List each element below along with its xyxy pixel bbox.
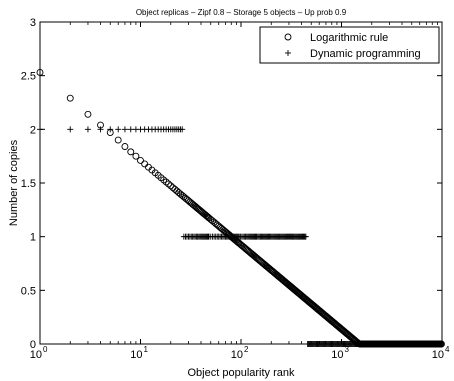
data-point-logarithmic-rule [141, 160, 149, 168]
data-point-logarithmic-rule [66, 94, 74, 102]
series-dynamic-programming [37, 126, 445, 347]
legend-label-dynamic-programming: Dynamic programming [310, 48, 421, 60]
x-tick-exponent: 4 [445, 345, 450, 354]
legend-marker-logarithmic-rule [284, 33, 292, 41]
data-point-dynamic-programming [115, 126, 122, 133]
data-point-dynamic-programming [67, 126, 74, 133]
data-point-logarithmic-rule [165, 180, 172, 188]
y-tick-label: 1.5 [21, 178, 36, 190]
data-point-dynamic-programming [84, 126, 91, 133]
plot-area [36, 68, 445, 348]
x-axis-ticks: 10 0 10 1 10 2 10 3 10 4 [30, 22, 450, 361]
legend-marker-dynamic-programming [285, 50, 291, 56]
data-point-logarithmic-rule [137, 157, 144, 164]
y-tick-label: 2.5 [21, 71, 36, 83]
data-point-logarithmic-rule [167, 182, 175, 190]
x-tick-base: 10 [130, 349, 142, 361]
data-point-logarithmic-rule [121, 143, 129, 150]
data-point-logarithmic-rule [162, 178, 170, 186]
y-tick-label: 2 [30, 124, 36, 136]
data-point-dynamic-programming [97, 126, 104, 133]
x-tick-label: 10 4 [432, 345, 450, 361]
chart-title: Object replicas – Zipf 0.8 – Storage 5 o… [136, 8, 347, 17]
y-axis-ticks: 0 0.5 1 1.5 2 2.5 3 [21, 17, 442, 351]
data-point-logarithmic-rule [132, 152, 140, 160]
data-point-dynamic-programming [179, 126, 186, 133]
y-tick-label: 0.5 [21, 285, 36, 297]
y-tick-label: 1 [30, 232, 36, 244]
legend: Logarithmic rule Dynamic programming [259, 26, 440, 64]
y-tick-label: 3 [30, 17, 36, 29]
x-tick-base: 10 [30, 349, 42, 361]
data-point-dynamic-programming [121, 126, 128, 133]
x-tick-base: 10 [231, 349, 243, 361]
x-tick-base: 10 [331, 349, 343, 361]
data-point-logarithmic-rule [127, 148, 135, 156]
x-tick-exponent: 0 [43, 345, 48, 354]
data-point-logarithmic-rule [169, 184, 177, 192]
y-axis-label: Number of copies [8, 139, 20, 226]
data-point-logarithmic-rule [84, 110, 92, 118]
data-point-dynamic-programming [127, 126, 134, 133]
data-point-dynamic-programming [302, 233, 309, 240]
plot-frame [39, 21, 443, 345]
data-point-logarithmic-rule [114, 136, 122, 144]
legend-box [259, 26, 440, 64]
x-tick-exponent: 3 [345, 345, 350, 354]
data-point-dynamic-programming [107, 126, 114, 133]
x-axis-label: Object popularity rank [188, 367, 295, 379]
y-tick-label: 0 [30, 339, 36, 351]
series-logarithmic-rule [36, 68, 445, 348]
x-tick-label: 10 3 [331, 345, 349, 361]
x-tick-exponent: 2 [244, 345, 249, 354]
x-tick-exponent: 1 [144, 345, 149, 354]
x-tick-label: 10 1 [130, 345, 148, 361]
x-tick-label: 10 2 [231, 345, 249, 361]
legend-label-logarithmic-rule: Logarithmic rule [310, 32, 388, 44]
x-tick-label: 10 0 [30, 345, 48, 361]
x-tick-base: 10 [432, 349, 444, 361]
